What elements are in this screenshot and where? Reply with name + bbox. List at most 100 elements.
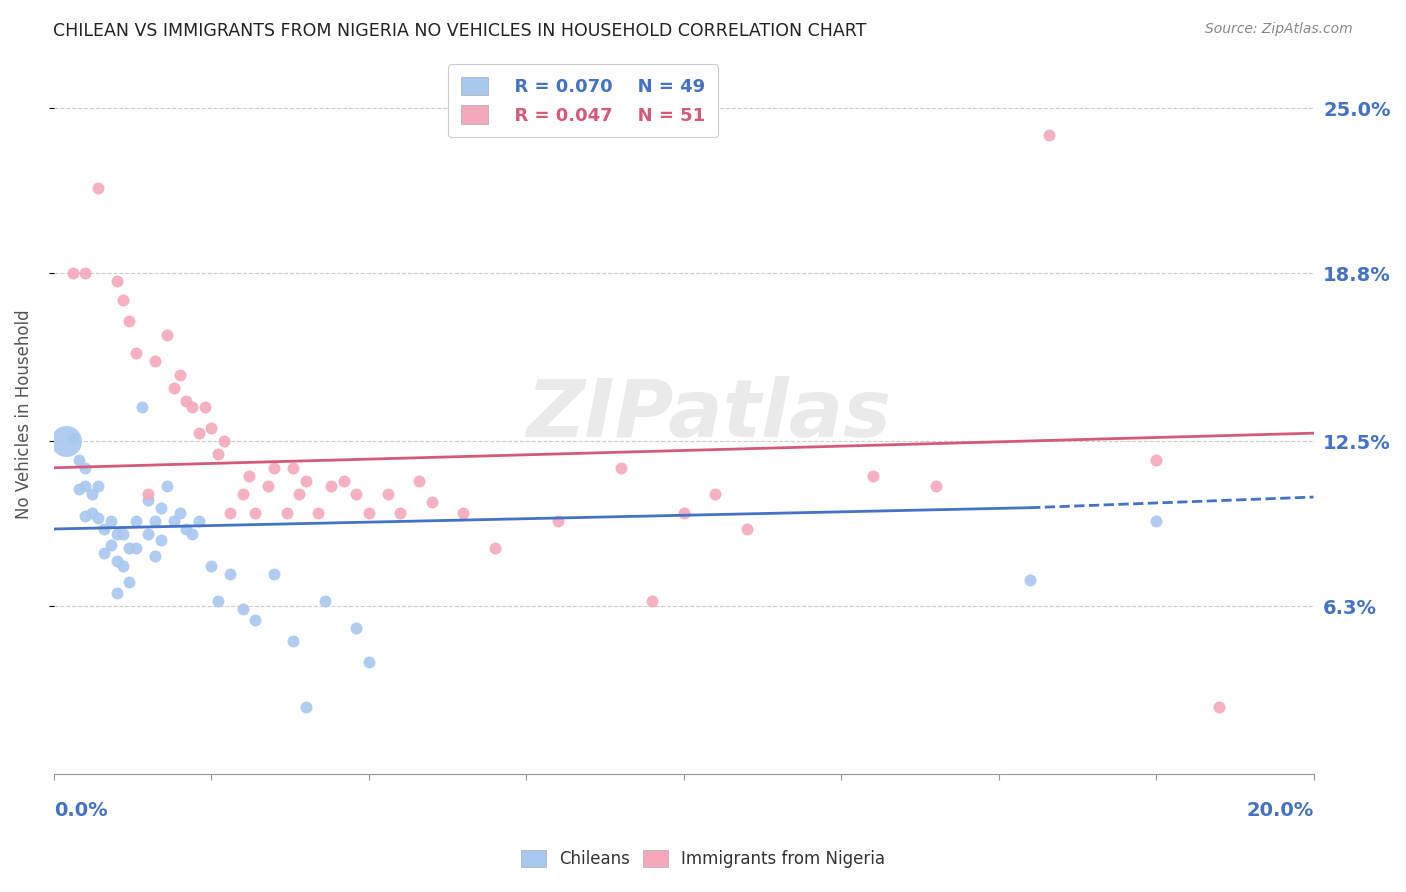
Point bbox=[212, 434, 235, 449]
Point bbox=[288, 487, 311, 501]
Point bbox=[862, 468, 884, 483]
Point bbox=[187, 426, 209, 441]
Text: Source: ZipAtlas.com: Source: ZipAtlas.com bbox=[1205, 22, 1353, 37]
Legend:   R = 0.070    N = 49,   R = 0.047    N = 51: R = 0.070 N = 49, R = 0.047 N = 51 bbox=[449, 64, 718, 137]
Point bbox=[67, 482, 90, 496]
Point bbox=[389, 506, 412, 520]
Point bbox=[75, 479, 97, 493]
Point bbox=[75, 508, 97, 523]
Point bbox=[672, 506, 695, 520]
Point bbox=[87, 181, 110, 195]
Point bbox=[156, 327, 179, 342]
Point bbox=[105, 586, 128, 600]
Point bbox=[169, 368, 191, 382]
Point bbox=[149, 533, 172, 547]
Point bbox=[118, 541, 141, 555]
Point bbox=[641, 594, 664, 608]
Point bbox=[143, 549, 166, 563]
Point bbox=[136, 487, 159, 501]
Point bbox=[105, 527, 128, 541]
Point bbox=[294, 700, 316, 714]
Point bbox=[112, 527, 135, 541]
Point bbox=[484, 541, 506, 555]
Point bbox=[105, 554, 128, 568]
Point bbox=[245, 613, 267, 627]
Point bbox=[283, 633, 305, 648]
Point bbox=[112, 559, 135, 574]
Text: 20.0%: 20.0% bbox=[1246, 801, 1313, 821]
Point bbox=[1208, 700, 1230, 714]
Point bbox=[257, 479, 280, 493]
Point bbox=[105, 274, 128, 288]
Point bbox=[408, 474, 430, 488]
Point bbox=[1019, 573, 1042, 587]
Point bbox=[263, 460, 285, 475]
Point bbox=[735, 522, 758, 536]
Point bbox=[238, 468, 260, 483]
Point bbox=[181, 400, 204, 414]
Point bbox=[181, 527, 204, 541]
Point bbox=[1144, 452, 1167, 467]
Point bbox=[125, 346, 148, 360]
Point bbox=[294, 474, 316, 488]
Point bbox=[62, 267, 84, 281]
Point bbox=[219, 567, 242, 582]
Point bbox=[131, 400, 153, 414]
Point bbox=[200, 421, 222, 435]
Point bbox=[263, 567, 285, 582]
Point bbox=[307, 506, 329, 520]
Point bbox=[93, 546, 115, 560]
Point bbox=[149, 500, 172, 515]
Point bbox=[344, 620, 367, 634]
Point bbox=[174, 522, 197, 536]
Text: 0.0%: 0.0% bbox=[53, 801, 107, 821]
Point bbox=[187, 514, 209, 528]
Point bbox=[245, 506, 267, 520]
Point bbox=[319, 479, 342, 493]
Point bbox=[232, 487, 254, 501]
Point bbox=[1038, 128, 1060, 142]
Point bbox=[357, 655, 380, 669]
Point bbox=[112, 293, 135, 307]
Text: ZIPatlas: ZIPatlas bbox=[526, 376, 891, 453]
Point bbox=[87, 511, 110, 525]
Point bbox=[143, 354, 166, 368]
Point bbox=[67, 452, 90, 467]
Point bbox=[194, 400, 217, 414]
Point bbox=[219, 506, 242, 520]
Text: CHILEAN VS IMMIGRANTS FROM NIGERIA NO VEHICLES IN HOUSEHOLD CORRELATION CHART: CHILEAN VS IMMIGRANTS FROM NIGERIA NO VE… bbox=[53, 22, 868, 40]
Point bbox=[156, 479, 179, 493]
Point bbox=[118, 314, 141, 328]
Point bbox=[80, 487, 103, 501]
Point bbox=[100, 538, 122, 552]
Point bbox=[704, 487, 727, 501]
Point bbox=[169, 506, 191, 520]
Point bbox=[80, 506, 103, 520]
Point bbox=[75, 267, 97, 281]
Point bbox=[547, 514, 569, 528]
Point bbox=[207, 594, 229, 608]
Point bbox=[125, 541, 148, 555]
Point bbox=[314, 594, 336, 608]
Point bbox=[118, 575, 141, 590]
Point bbox=[451, 506, 474, 520]
Point bbox=[276, 506, 298, 520]
Point bbox=[420, 495, 443, 509]
Y-axis label: No Vehicles in Household: No Vehicles in Household bbox=[15, 310, 32, 519]
Point bbox=[125, 514, 148, 528]
Point bbox=[609, 460, 631, 475]
Point bbox=[232, 602, 254, 616]
Point bbox=[174, 394, 197, 409]
Point bbox=[143, 514, 166, 528]
Point bbox=[924, 479, 946, 493]
Point bbox=[62, 432, 84, 446]
Point bbox=[377, 487, 399, 501]
Legend: Chileans, Immigrants from Nigeria: Chileans, Immigrants from Nigeria bbox=[515, 843, 891, 875]
Point bbox=[100, 514, 122, 528]
Point bbox=[1144, 514, 1167, 528]
Point bbox=[283, 460, 305, 475]
Point bbox=[162, 514, 184, 528]
Point bbox=[87, 479, 110, 493]
Point bbox=[344, 487, 367, 501]
Point bbox=[332, 474, 354, 488]
